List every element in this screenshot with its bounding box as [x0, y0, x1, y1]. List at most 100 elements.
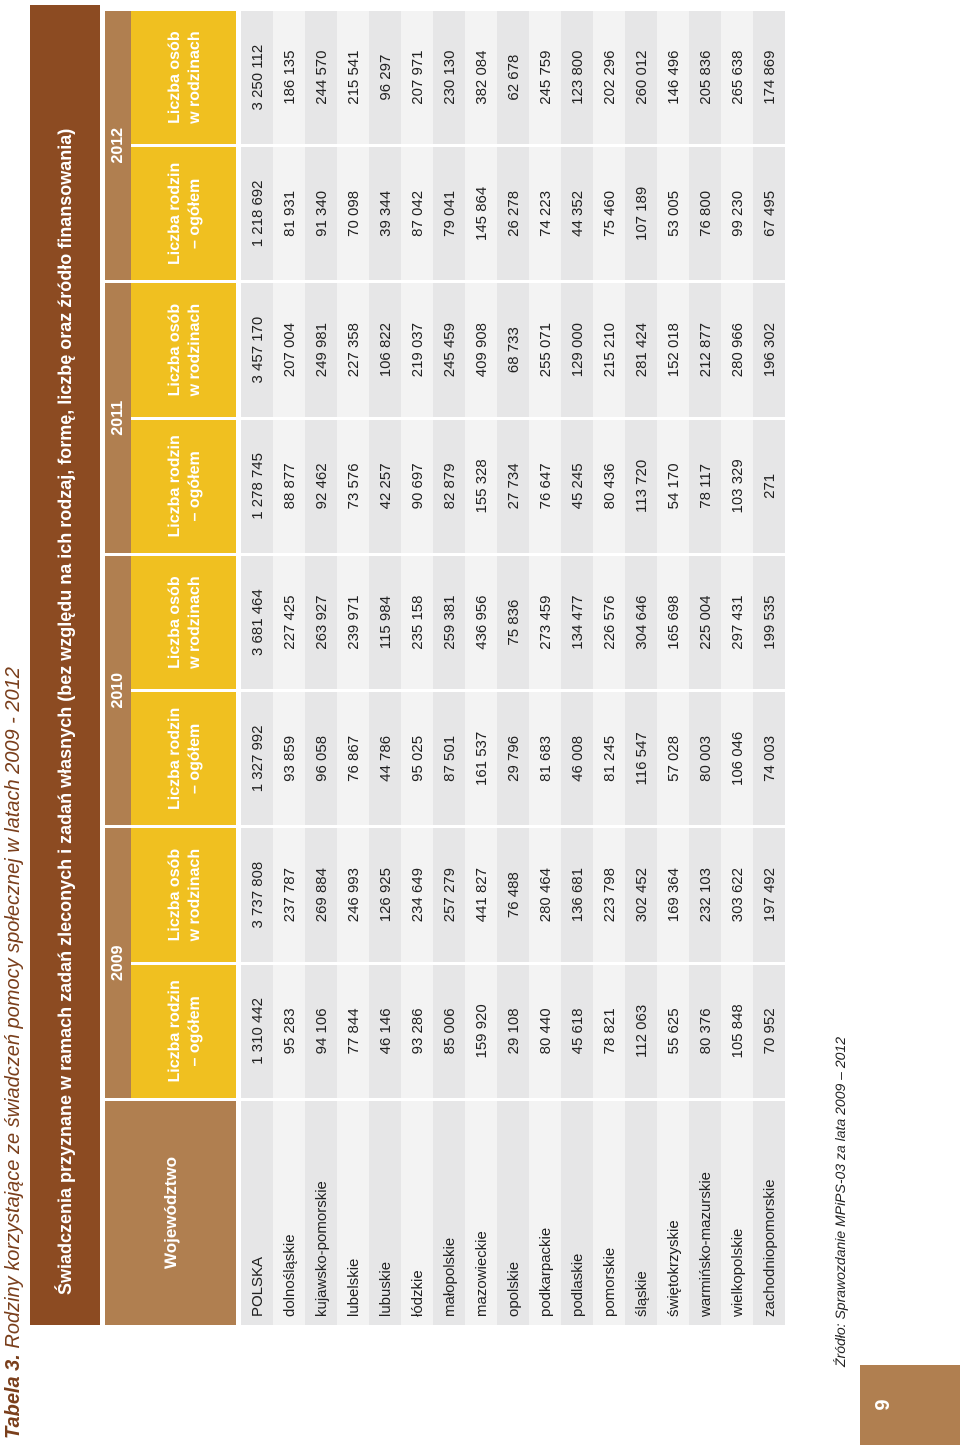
- cell: 257 279: [433, 828, 465, 962]
- cell: 259 381: [433, 556, 465, 690]
- source: Źródło: Sprawozdanie MPiPS-03 za lata 20…: [832, 1037, 848, 1367]
- cell: 186 135: [273, 11, 305, 145]
- table-row: podlaskie 45 618 136 681 46 008 134 477 45 24…: [561, 11, 593, 1325]
- cell: 436 956: [465, 556, 497, 690]
- cell: 79 041: [433, 147, 465, 281]
- cell: 207 971: [401, 11, 433, 145]
- cell: 78 821: [593, 964, 625, 1098]
- cell: 81 931: [273, 147, 305, 281]
- region-name: świętokrzyskie: [657, 1101, 689, 1325]
- region-name: łódzkie: [401, 1101, 433, 1325]
- cell: 75 460: [593, 147, 625, 281]
- cell: 73 576: [337, 419, 369, 553]
- cell: 27 734: [497, 419, 529, 553]
- title-label: Tabela 3.: [2, 1354, 24, 1439]
- cell: 237 787: [273, 828, 305, 962]
- column-header: Liczba rodzin – ogółem: [131, 964, 236, 1098]
- cell: 226 576: [593, 556, 625, 690]
- cell: 96 058: [305, 692, 337, 826]
- cell: 94 106: [305, 964, 337, 1098]
- cell: 145 864: [465, 147, 497, 281]
- table-row: dolnośląskie 95 283 237 787 93 859 227 425 88…: [273, 11, 305, 1325]
- cell: 42 257: [369, 419, 401, 553]
- cell: 255 071: [529, 283, 561, 417]
- cell: 230 130: [433, 11, 465, 145]
- year-header: 2012: [105, 11, 131, 281]
- table-row: lubuskie 46 146 126 925 44 786 115 984 42 257…: [369, 11, 401, 1325]
- cell: 199 535: [753, 556, 785, 690]
- cell: 134 477: [561, 556, 593, 690]
- cell: 244 570: [305, 11, 337, 145]
- cell: 44 786: [369, 692, 401, 826]
- cell: 207 004: [273, 283, 305, 417]
- cell: 46 008: [561, 692, 593, 826]
- cell: 26 278: [497, 147, 529, 281]
- cell: 113 720: [625, 419, 657, 553]
- cell: 273 459: [529, 556, 561, 690]
- table-row: warmińsko-mazurskie 80 376 232 103 80 003 22…: [689, 11, 721, 1325]
- column-header: Liczba osób w rodzinach: [131, 828, 236, 962]
- cell: 215 210: [593, 283, 625, 417]
- cell: 54 170: [657, 419, 689, 553]
- cell: 82 879: [433, 419, 465, 553]
- cell: 39 344: [369, 147, 401, 281]
- cell: 68 733: [497, 283, 529, 417]
- cell: 87 042: [401, 147, 433, 281]
- cell: 196 302: [753, 283, 785, 417]
- region-name: lubelskie: [337, 1101, 369, 1325]
- table-row: małopolskie 85 006 257 279 87 501 259 381 82 …: [433, 11, 465, 1325]
- cell: 1 278 745: [241, 419, 273, 553]
- cell: 45 618: [561, 964, 593, 1098]
- region-name: śląskie: [625, 1101, 657, 1325]
- cell: 3 457 170: [241, 283, 273, 417]
- cell: 29 796: [497, 692, 529, 826]
- region-name: pomorskie: [593, 1101, 625, 1325]
- cell: 46 146: [369, 964, 401, 1098]
- cell: 441 827: [465, 828, 497, 962]
- cell: 112 063: [625, 964, 657, 1098]
- cell: 115 984: [369, 556, 401, 690]
- cell: 281 424: [625, 283, 657, 417]
- page-number: 9: [860, 1365, 960, 1445]
- table-row: wielkopolskie 105 848 303 622 106 046 297 43…: [721, 11, 753, 1325]
- cell: 302 452: [625, 828, 657, 962]
- table-row: łódzkie 93 286 234 649 95 025 235 158 90 697 2…: [401, 11, 433, 1325]
- cell: 103 329: [721, 419, 753, 553]
- year-header: 2010: [105, 556, 131, 826]
- cell: 29 108: [497, 964, 529, 1098]
- cell: 95 025: [401, 692, 433, 826]
- cell: 81 245: [593, 692, 625, 826]
- cell: 53 005: [657, 147, 689, 281]
- cell: 76 800: [689, 147, 721, 281]
- table-row: pomorskie 78 821 223 798 81 245 226 576 80 43…: [593, 11, 625, 1325]
- cell: 126 925: [369, 828, 401, 962]
- table: Województwo 2009 2010 2011 2012 Liczba rodzin…: [105, 8, 785, 1328]
- cell: 234 649: [401, 828, 433, 962]
- cell: 105 848: [721, 964, 753, 1098]
- region-name: warmińsko-mazurskie: [689, 1101, 721, 1325]
- cell: 62 678: [497, 11, 529, 145]
- cell: 80 440: [529, 964, 561, 1098]
- cell: 3 681 464: [241, 556, 273, 690]
- table-row: kujawsko-pomorskie 94 106 269 884 96 058 263…: [305, 11, 337, 1325]
- cell: 246 993: [337, 828, 369, 962]
- cell: 3 250 112: [241, 11, 273, 145]
- region-name: podlaskie: [561, 1101, 593, 1325]
- cell: 215 541: [337, 11, 369, 145]
- region-name: lubuskie: [369, 1101, 401, 1325]
- cell: 80 436: [593, 419, 625, 553]
- column-header: Liczba osób w rodzinach: [131, 11, 236, 145]
- cell: 78 117: [689, 419, 721, 553]
- cell: 75 836: [497, 556, 529, 690]
- cell: 219 037: [401, 283, 433, 417]
- cell: 76 488: [497, 828, 529, 962]
- table-row: świętokrzyskie 55 625 169 364 57 028 165 698…: [657, 11, 689, 1325]
- cell: 303 622: [721, 828, 753, 962]
- cell: 297 431: [721, 556, 753, 690]
- title: Tabela 3. Rodziny korzystające ze świadc…: [2, 667, 25, 1439]
- cell: 106 046: [721, 692, 753, 826]
- cell: 45 245: [561, 419, 593, 553]
- region-name: POLSKA: [241, 1101, 273, 1325]
- cell: 155 328: [465, 419, 497, 553]
